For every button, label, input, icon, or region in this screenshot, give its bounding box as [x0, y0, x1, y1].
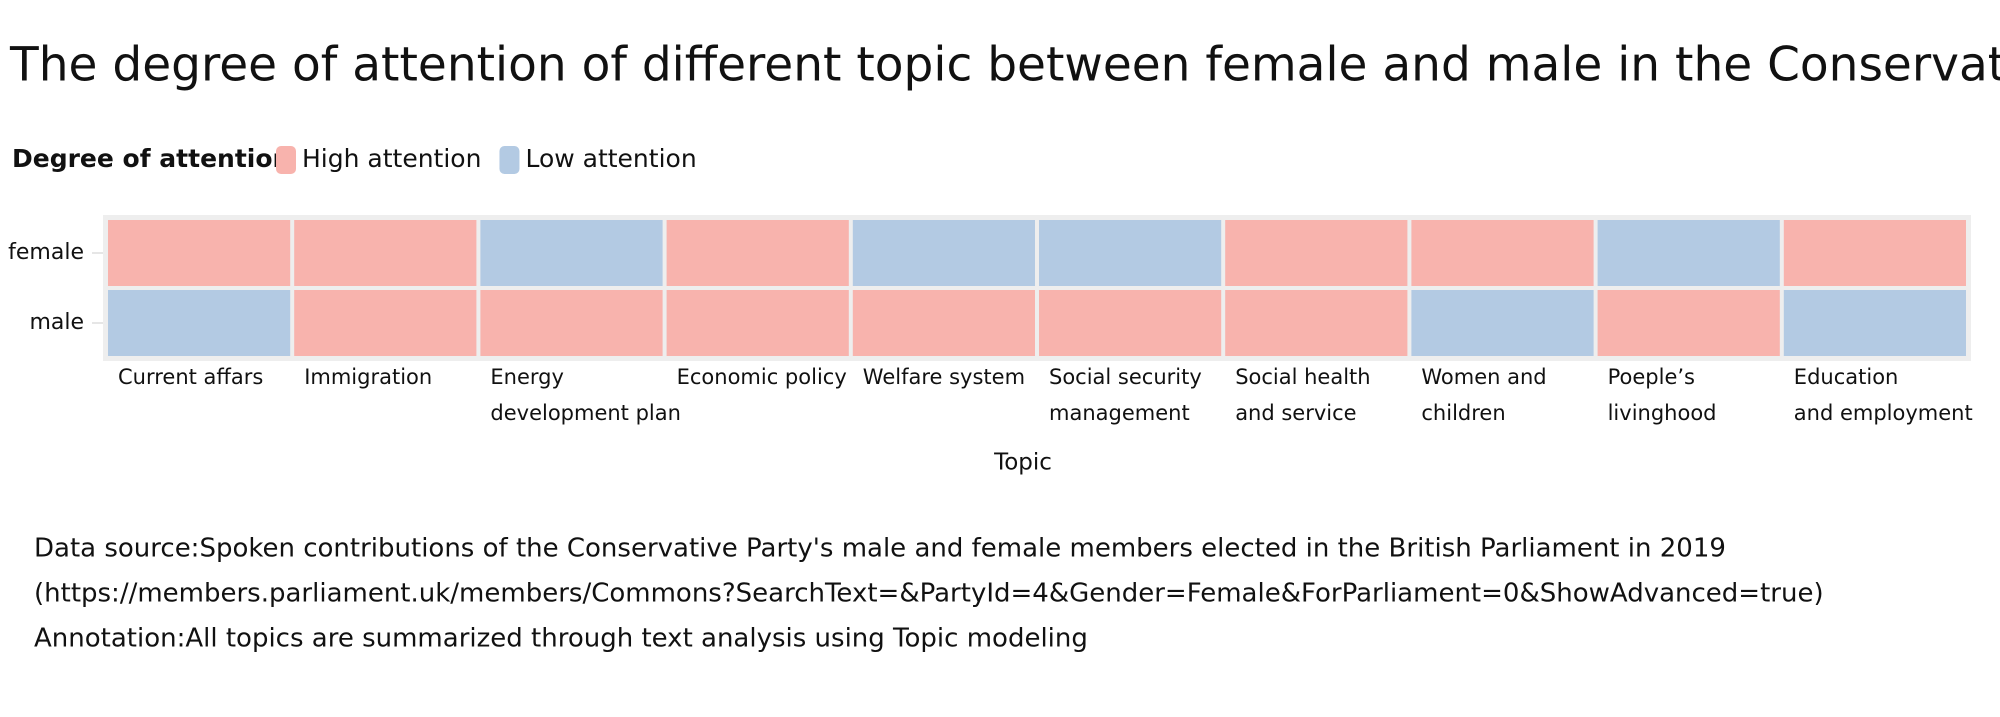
x-tick-label: Social security management	[1049, 365, 1202, 425]
cell	[666, 290, 849, 356]
cell	[294, 220, 477, 286]
legend-label: High attention	[302, 144, 481, 173]
x-tick-label-line: Social security	[1049, 365, 1202, 389]
legend-swatch	[499, 146, 520, 174]
x-tick-label-line: Social health	[1235, 365, 1370, 389]
x-tick-label-line: development plan	[490, 401, 681, 425]
cell	[1039, 220, 1222, 286]
cell	[1411, 290, 1594, 356]
chart-title: The degree of attention of different top…	[9, 38, 2000, 93]
note: Annotation:All topics are summarized thr…	[34, 624, 1088, 654]
x-tick-label-line: management	[1049, 401, 1190, 425]
cell	[1783, 290, 1966, 356]
x-tick-label: Welfare system	[863, 365, 1025, 389]
legend-label: Low attention	[525, 144, 696, 173]
legend-title: Degree of attention	[12, 144, 290, 173]
cell	[1783, 220, 1966, 286]
cell	[108, 290, 291, 356]
cell	[1411, 220, 1594, 286]
x-tick-label-line: livinghood	[1608, 401, 1717, 425]
cell	[480, 290, 663, 356]
cell	[1225, 220, 1408, 286]
cell	[108, 220, 291, 286]
cell	[1597, 220, 1780, 286]
cell	[480, 220, 663, 286]
x-tick-label-line: children	[1421, 401, 1505, 425]
x-tick-label: Education and employment	[1794, 365, 1973, 425]
note: (https://members.parliament.uk/members/C…	[34, 579, 1824, 609]
y-tick-label: male	[29, 310, 84, 335]
cell	[1039, 290, 1222, 356]
cell	[294, 290, 477, 356]
x-tick-label: Poeple’s livinghood	[1608, 365, 1717, 425]
cell	[666, 220, 849, 286]
x-tick-label-line: and employment	[1794, 401, 1973, 425]
cell	[1225, 290, 1408, 356]
x-tick-label-line: Welfare system	[863, 365, 1025, 389]
y-tick-label: female	[8, 240, 84, 265]
cell	[852, 290, 1035, 356]
x-tick-label: Energy development plan	[490, 365, 681, 425]
x-tick-label-line: Poeple’s	[1608, 365, 1695, 389]
x-tick-label: Current affars	[118, 365, 263, 389]
legend-swatch	[276, 146, 296, 174]
x-tick-label-line: Education	[1794, 365, 1899, 389]
cell	[852, 220, 1035, 286]
x-tick-label-line: Women and	[1421, 365, 1546, 389]
x-tick-label-line: Immigration	[304, 365, 432, 389]
x-tick-label: Immigration	[304, 365, 432, 389]
note: Data source:Spoken contributions of the …	[34, 534, 1726, 564]
x-tick-label: Women and children	[1421, 365, 1546, 425]
x-tick-label-line: Energy	[490, 365, 564, 389]
x-axis-label: Topic	[993, 450, 1052, 476]
x-tick-label: Social health and service	[1235, 365, 1370, 425]
x-tick-label-line: Economic policy	[677, 365, 847, 389]
x-tick-label: Economic policy	[677, 365, 847, 389]
x-tick-label-line: Current affars	[118, 365, 263, 389]
x-tick-label-line: and service	[1235, 401, 1356, 425]
cell	[1597, 290, 1780, 356]
